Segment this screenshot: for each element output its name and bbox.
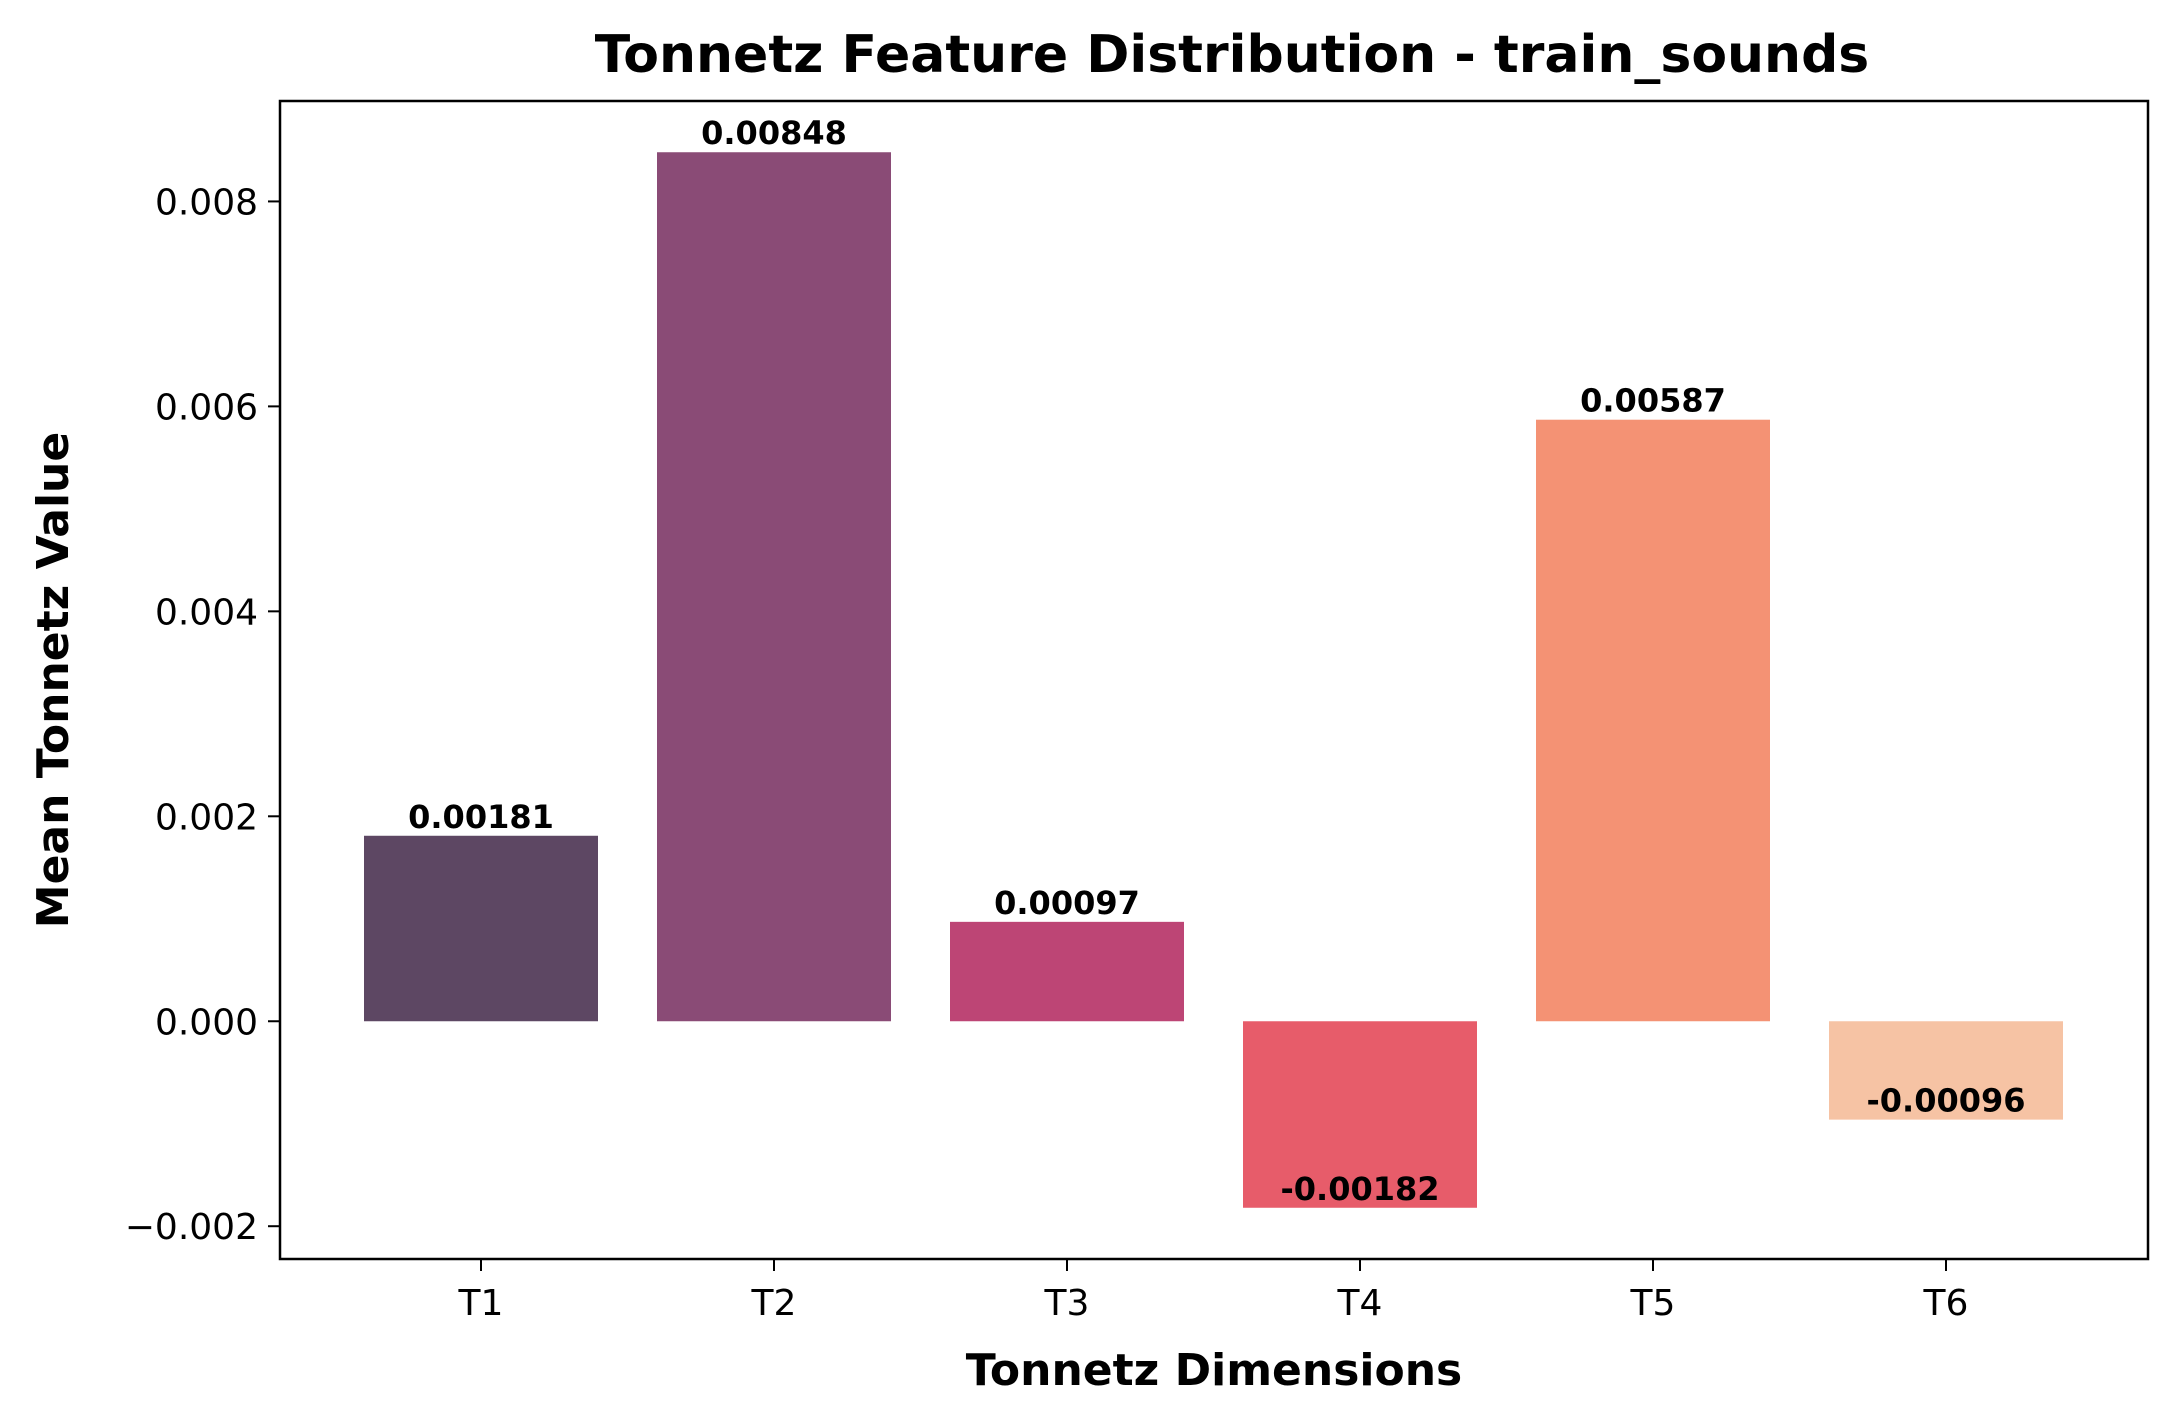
data-label-t5: 0.00587: [1580, 382, 1726, 420]
x-tick-label-t1: T1: [458, 1283, 504, 1324]
y-tick-label-5: 0.008: [155, 182, 258, 223]
data-label-t4: -0.00182: [1280, 1170, 1439, 1208]
x-tick-label-t5: T5: [1630, 1283, 1676, 1324]
bar-t1: [364, 835, 598, 1022]
y-axis-ticks: −0.002 0.000 0.002 0.004 0.006 0.008: [125, 182, 280, 1248]
data-label-t3: 0.00097: [994, 884, 1140, 922]
bar-t3: [950, 921, 1184, 1022]
x-tick-label-t6: T6: [1923, 1283, 1969, 1324]
x-axis-ticks: T1 T2 T3 T4 T5 T6: [458, 1259, 1969, 1324]
y-axis-label: Mean Tonnetz Value: [28, 432, 79, 928]
bar-t5: [1536, 419, 1770, 1022]
y-tick-label-2: 0.002: [155, 797, 258, 838]
x-axis-label: Tonnetz Dimensions: [966, 1345, 1462, 1396]
plot-area-frame: [278, 99, 2150, 1261]
bar-t4: [1243, 1021, 1477, 1208]
y-tick-label-1: 0.000: [155, 1002, 258, 1043]
x-tick-label-t3: T3: [1044, 1283, 1090, 1324]
bar-t6: [1829, 1021, 2063, 1120]
data-labels-group: 0.00181 0.00848 0.00097 -0.00182 0.00587 -0.0…: [408, 114, 2025, 1208]
bars-group: [364, 152, 2063, 1208]
bar-t2: [657, 152, 891, 1022]
y-tick-label-3: 0.004: [155, 592, 258, 633]
y-tick-label-4: 0.006: [155, 387, 258, 428]
data-label-t2: 0.00848: [701, 114, 847, 152]
x-tick-label-t2: T2: [751, 1283, 797, 1324]
data-label-t1: 0.00181: [408, 798, 554, 836]
y-tick-label-0: −0.002: [125, 1207, 258, 1248]
x-tick-label-t4: T4: [1337, 1283, 1383, 1324]
chart-title: Tonnetz Feature Distribution - train_sou…: [595, 25, 1870, 85]
data-label-t6: -0.00096: [1866, 1082, 2025, 1120]
